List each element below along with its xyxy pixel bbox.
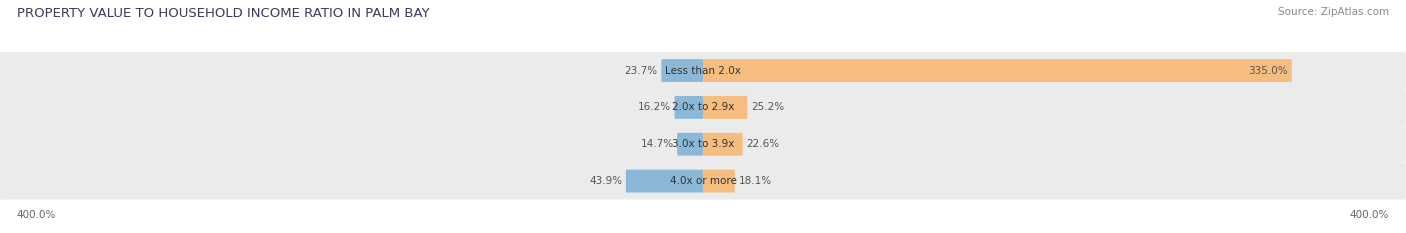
Text: 25.2%: 25.2%: [751, 102, 785, 112]
FancyBboxPatch shape: [703, 170, 735, 192]
FancyBboxPatch shape: [675, 96, 703, 119]
FancyBboxPatch shape: [0, 89, 1406, 126]
Text: 335.0%: 335.0%: [1249, 65, 1288, 75]
Text: 400.0%: 400.0%: [17, 210, 56, 220]
Text: Less than 2.0x: Less than 2.0x: [665, 65, 741, 75]
Text: 22.6%: 22.6%: [747, 139, 779, 149]
Text: 4.0x or more: 4.0x or more: [669, 176, 737, 186]
FancyBboxPatch shape: [0, 126, 1406, 163]
FancyBboxPatch shape: [0, 163, 1406, 199]
FancyBboxPatch shape: [626, 170, 703, 192]
FancyBboxPatch shape: [703, 96, 748, 119]
FancyBboxPatch shape: [703, 59, 1292, 82]
FancyBboxPatch shape: [661, 59, 703, 82]
Text: PROPERTY VALUE TO HOUSEHOLD INCOME RATIO IN PALM BAY: PROPERTY VALUE TO HOUSEHOLD INCOME RATIO…: [17, 7, 429, 20]
Text: 2.0x to 2.9x: 2.0x to 2.9x: [672, 102, 734, 112]
Text: 23.7%: 23.7%: [624, 65, 658, 75]
Text: 400.0%: 400.0%: [1350, 210, 1389, 220]
FancyBboxPatch shape: [678, 133, 703, 156]
FancyBboxPatch shape: [0, 52, 1406, 89]
FancyBboxPatch shape: [703, 133, 742, 156]
Text: 14.7%: 14.7%: [641, 139, 673, 149]
Text: 3.0x to 3.9x: 3.0x to 3.9x: [672, 139, 734, 149]
Text: 16.2%: 16.2%: [638, 102, 671, 112]
Text: 43.9%: 43.9%: [589, 176, 623, 186]
Text: Source: ZipAtlas.com: Source: ZipAtlas.com: [1278, 7, 1389, 17]
Text: 18.1%: 18.1%: [738, 176, 772, 186]
